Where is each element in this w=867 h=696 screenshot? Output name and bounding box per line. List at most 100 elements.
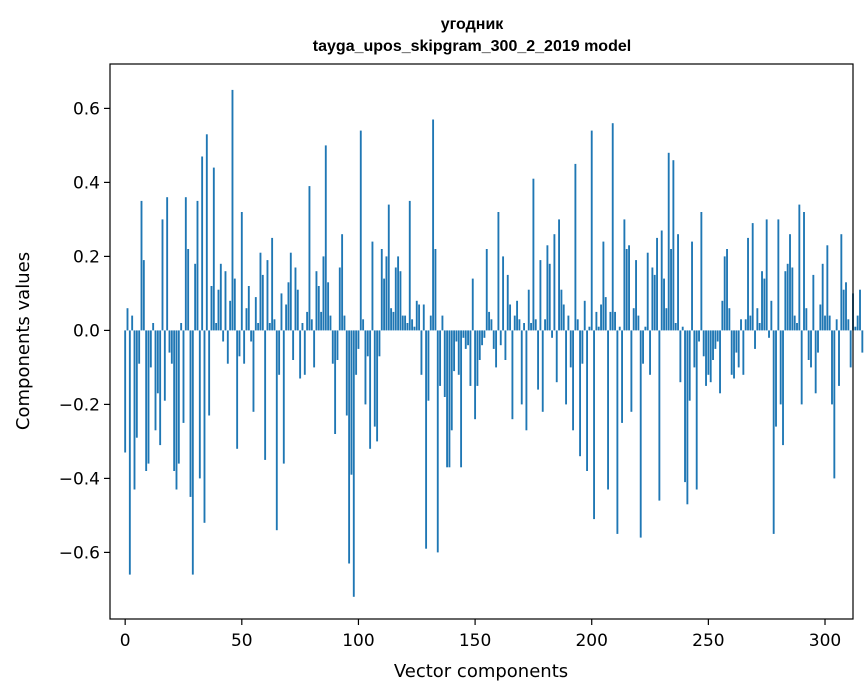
bar: [653, 274, 656, 331]
bar: [257, 323, 260, 331]
bar: [215, 323, 218, 331]
bar: [637, 315, 640, 331]
bar: [826, 245, 829, 331]
bar: [469, 330, 472, 386]
bar: [145, 330, 148, 471]
bar: [352, 330, 355, 597]
bar: [686, 330, 689, 505]
bar: [175, 330, 178, 490]
bar: [142, 260, 145, 331]
bar: [847, 319, 850, 331]
bar: [621, 330, 623, 423]
bar: [541, 330, 544, 412]
x-tick-label: 0: [120, 631, 131, 651]
bar: [672, 160, 675, 331]
bar: [455, 330, 458, 342]
bar: [576, 319, 579, 331]
x-tick-label: 100: [342, 631, 374, 651]
y-tick-label: 0.0: [73, 321, 100, 341]
bar: [527, 289, 530, 331]
bar: [166, 197, 169, 331]
bar: [798, 204, 801, 331]
bar: [443, 330, 446, 397]
y-tick-label: 0.2: [73, 247, 100, 267]
bar: [357, 330, 360, 349]
bar: [716, 330, 719, 342]
bar: [772, 330, 775, 534]
bar: [523, 323, 526, 331]
bar: [336, 330, 339, 360]
bar: [856, 315, 859, 331]
bar: [488, 311, 491, 331]
bar: [509, 304, 512, 331]
bar: [649, 330, 651, 375]
bar: [544, 319, 547, 331]
bar: [611, 123, 614, 331]
bar: [490, 319, 493, 331]
bar: [474, 330, 477, 420]
bar: [432, 119, 435, 331]
bar: [807, 330, 810, 360]
bar: [275, 330, 278, 531]
bar: [586, 330, 588, 471]
bar: [667, 152, 670, 331]
bar: [159, 330, 162, 446]
y-axis: −0.6 −0.4 −0.2 0.0 0.2 0.4 0.6: [59, 99, 110, 563]
bar: [838, 330, 840, 386]
x-tick-label: 250: [692, 631, 724, 651]
bar: [635, 260, 637, 331]
bar: [189, 330, 192, 497]
bar: [254, 297, 257, 331]
bar: [406, 323, 409, 331]
bar: [719, 330, 721, 394]
bar: [569, 330, 572, 368]
bar: [392, 311, 395, 331]
bar: [481, 330, 484, 346]
bar: [516, 300, 519, 331]
y-tick-label: −0.4: [59, 469, 100, 489]
bar: [177, 330, 180, 464]
bar: [600, 304, 602, 331]
bar: [184, 197, 187, 331]
bar: [483, 330, 486, 338]
bar: [210, 286, 213, 331]
bar: [579, 330, 581, 457]
bar: [149, 330, 152, 368]
bar: [387, 204, 390, 331]
y-tick-label: 0.6: [73, 99, 100, 119]
bar: [371, 241, 374, 331]
bar: [849, 330, 852, 368]
y-tick-label: −0.6: [59, 543, 100, 563]
bar: [742, 330, 745, 375]
bar: [735, 330, 738, 353]
bar: [380, 249, 383, 331]
bar: [373, 330, 376, 427]
bar: [124, 330, 127, 453]
bar: [348, 330, 351, 564]
bar: [859, 289, 861, 331]
bar: [243, 330, 246, 364]
bar: [329, 315, 332, 331]
bar: [147, 330, 150, 464]
bar: [709, 330, 712, 383]
bar: [187, 249, 190, 331]
bar: [341, 234, 344, 331]
bar: [691, 241, 693, 331]
bar: [551, 330, 553, 338]
bar: [240, 212, 243, 331]
bar: [639, 330, 642, 538]
bar: [604, 297, 607, 331]
x-tick-label: 300: [809, 631, 841, 651]
bar: [418, 304, 421, 331]
bar: [714, 330, 717, 349]
bar: [292, 330, 295, 360]
bar: [712, 330, 714, 360]
bar: [152, 323, 155, 331]
bar: [555, 330, 558, 383]
bar: [327, 282, 330, 331]
bar: [261, 274, 264, 331]
bar: [726, 249, 728, 331]
bar: [236, 330, 239, 449]
bar: [252, 330, 255, 412]
bar: [642, 330, 644, 364]
